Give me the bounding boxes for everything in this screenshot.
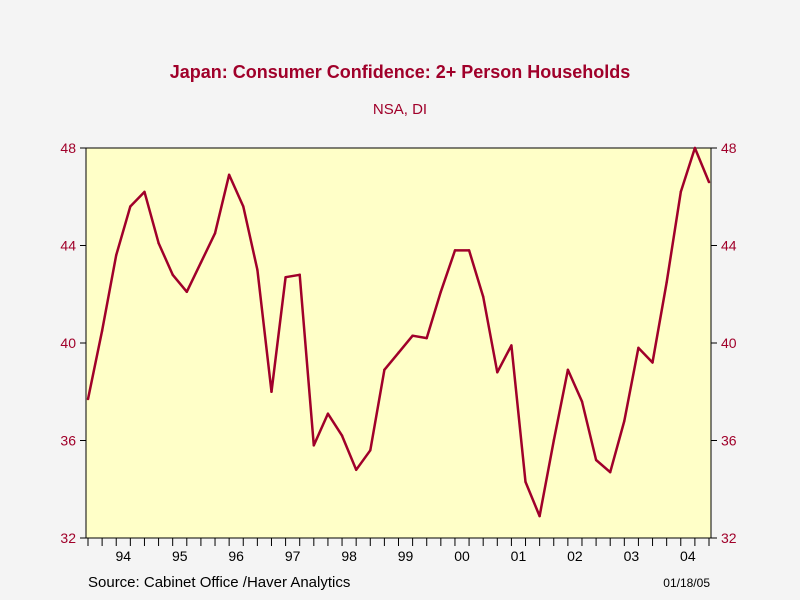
x-tick-label: 01 bbox=[511, 548, 527, 564]
data-point bbox=[693, 146, 697, 150]
data-point bbox=[496, 371, 499, 374]
data-point bbox=[143, 190, 146, 194]
data-point bbox=[623, 419, 626, 423]
data-point bbox=[411, 334, 414, 337]
data-point bbox=[100, 329, 104, 333]
x-tick-label: 04 bbox=[680, 548, 696, 564]
data-point bbox=[538, 514, 541, 518]
source-note: Source: Cabinet Office /Haver Analytics bbox=[88, 574, 350, 591]
data-point bbox=[665, 280, 668, 284]
data-point bbox=[171, 273, 174, 276]
data-point bbox=[270, 390, 273, 393]
y-tick-label-left: 48 bbox=[60, 140, 76, 156]
data-point bbox=[679, 190, 682, 194]
data-point bbox=[115, 254, 118, 257]
y-tick-label-left: 36 bbox=[60, 433, 76, 449]
data-point bbox=[326, 412, 330, 415]
data-point bbox=[284, 275, 287, 279]
x-axis: 94 95 96 97 98 99 00 01 02 03 04 bbox=[87, 538, 710, 564]
data-point bbox=[510, 344, 513, 347]
series-layer bbox=[86, 146, 711, 518]
data-point bbox=[651, 361, 654, 364]
y-axis-left: 32 36 40 44 48 bbox=[60, 140, 86, 546]
data-point bbox=[199, 261, 203, 264]
x-tick-label: 03 bbox=[624, 548, 640, 564]
date-stamp: 01/18/05 bbox=[663, 576, 710, 590]
data-point bbox=[609, 470, 612, 474]
data-point bbox=[467, 249, 471, 252]
x-tick-label: 99 bbox=[398, 548, 414, 564]
y-tick-label-right: 40 bbox=[721, 335, 737, 351]
data-point bbox=[129, 205, 132, 208]
x-tick-label: 97 bbox=[285, 548, 301, 564]
x-tick-label: 95 bbox=[172, 548, 188, 564]
y-tick-label-right: 44 bbox=[721, 238, 737, 254]
data-point bbox=[481, 295, 485, 298]
data-point bbox=[524, 480, 527, 484]
plot-area bbox=[85, 147, 712, 539]
chart-title: Japan: Consumer Confidence: 2+ Person Ho… bbox=[170, 62, 631, 82]
x-tick-label: 98 bbox=[341, 548, 357, 564]
x-tick-label: 94 bbox=[115, 548, 131, 564]
y-tick-label-left: 44 bbox=[60, 238, 76, 254]
x-tick-label: 02 bbox=[567, 548, 583, 564]
data-point bbox=[242, 205, 245, 208]
data-point bbox=[185, 290, 188, 294]
data-point bbox=[298, 273, 301, 276]
data-point bbox=[594, 458, 598, 462]
data-point bbox=[312, 444, 316, 447]
data-point bbox=[439, 290, 443, 294]
y-tick-label-right: 32 bbox=[721, 530, 737, 546]
y-axis-right: 32 36 40 44 48 bbox=[711, 140, 737, 546]
data-point bbox=[453, 249, 457, 252]
y-tick-label-left: 32 bbox=[60, 530, 76, 546]
x-tick-label: 96 bbox=[228, 548, 244, 564]
data-point bbox=[637, 346, 640, 350]
data-point bbox=[552, 439, 555, 442]
data-point bbox=[354, 468, 358, 471]
data-point bbox=[397, 351, 400, 354]
data-point bbox=[566, 368, 570, 372]
data-point bbox=[425, 336, 428, 340]
data-point bbox=[86, 397, 90, 401]
data-point bbox=[227, 173, 231, 177]
chart-subtitle: NSA, DI bbox=[373, 101, 427, 118]
data-point bbox=[580, 400, 584, 403]
data-point bbox=[340, 434, 344, 437]
data-point bbox=[213, 232, 217, 235]
data-point bbox=[707, 180, 711, 184]
x-tick-label: 00 bbox=[454, 548, 470, 564]
data-point bbox=[369, 449, 372, 452]
y-tick-label-right: 36 bbox=[721, 433, 737, 449]
data-point bbox=[256, 268, 259, 272]
data-point bbox=[157, 241, 160, 245]
data-point bbox=[383, 368, 386, 372]
y-tick-label-left: 40 bbox=[60, 335, 76, 351]
y-tick-label-right: 48 bbox=[721, 140, 737, 156]
